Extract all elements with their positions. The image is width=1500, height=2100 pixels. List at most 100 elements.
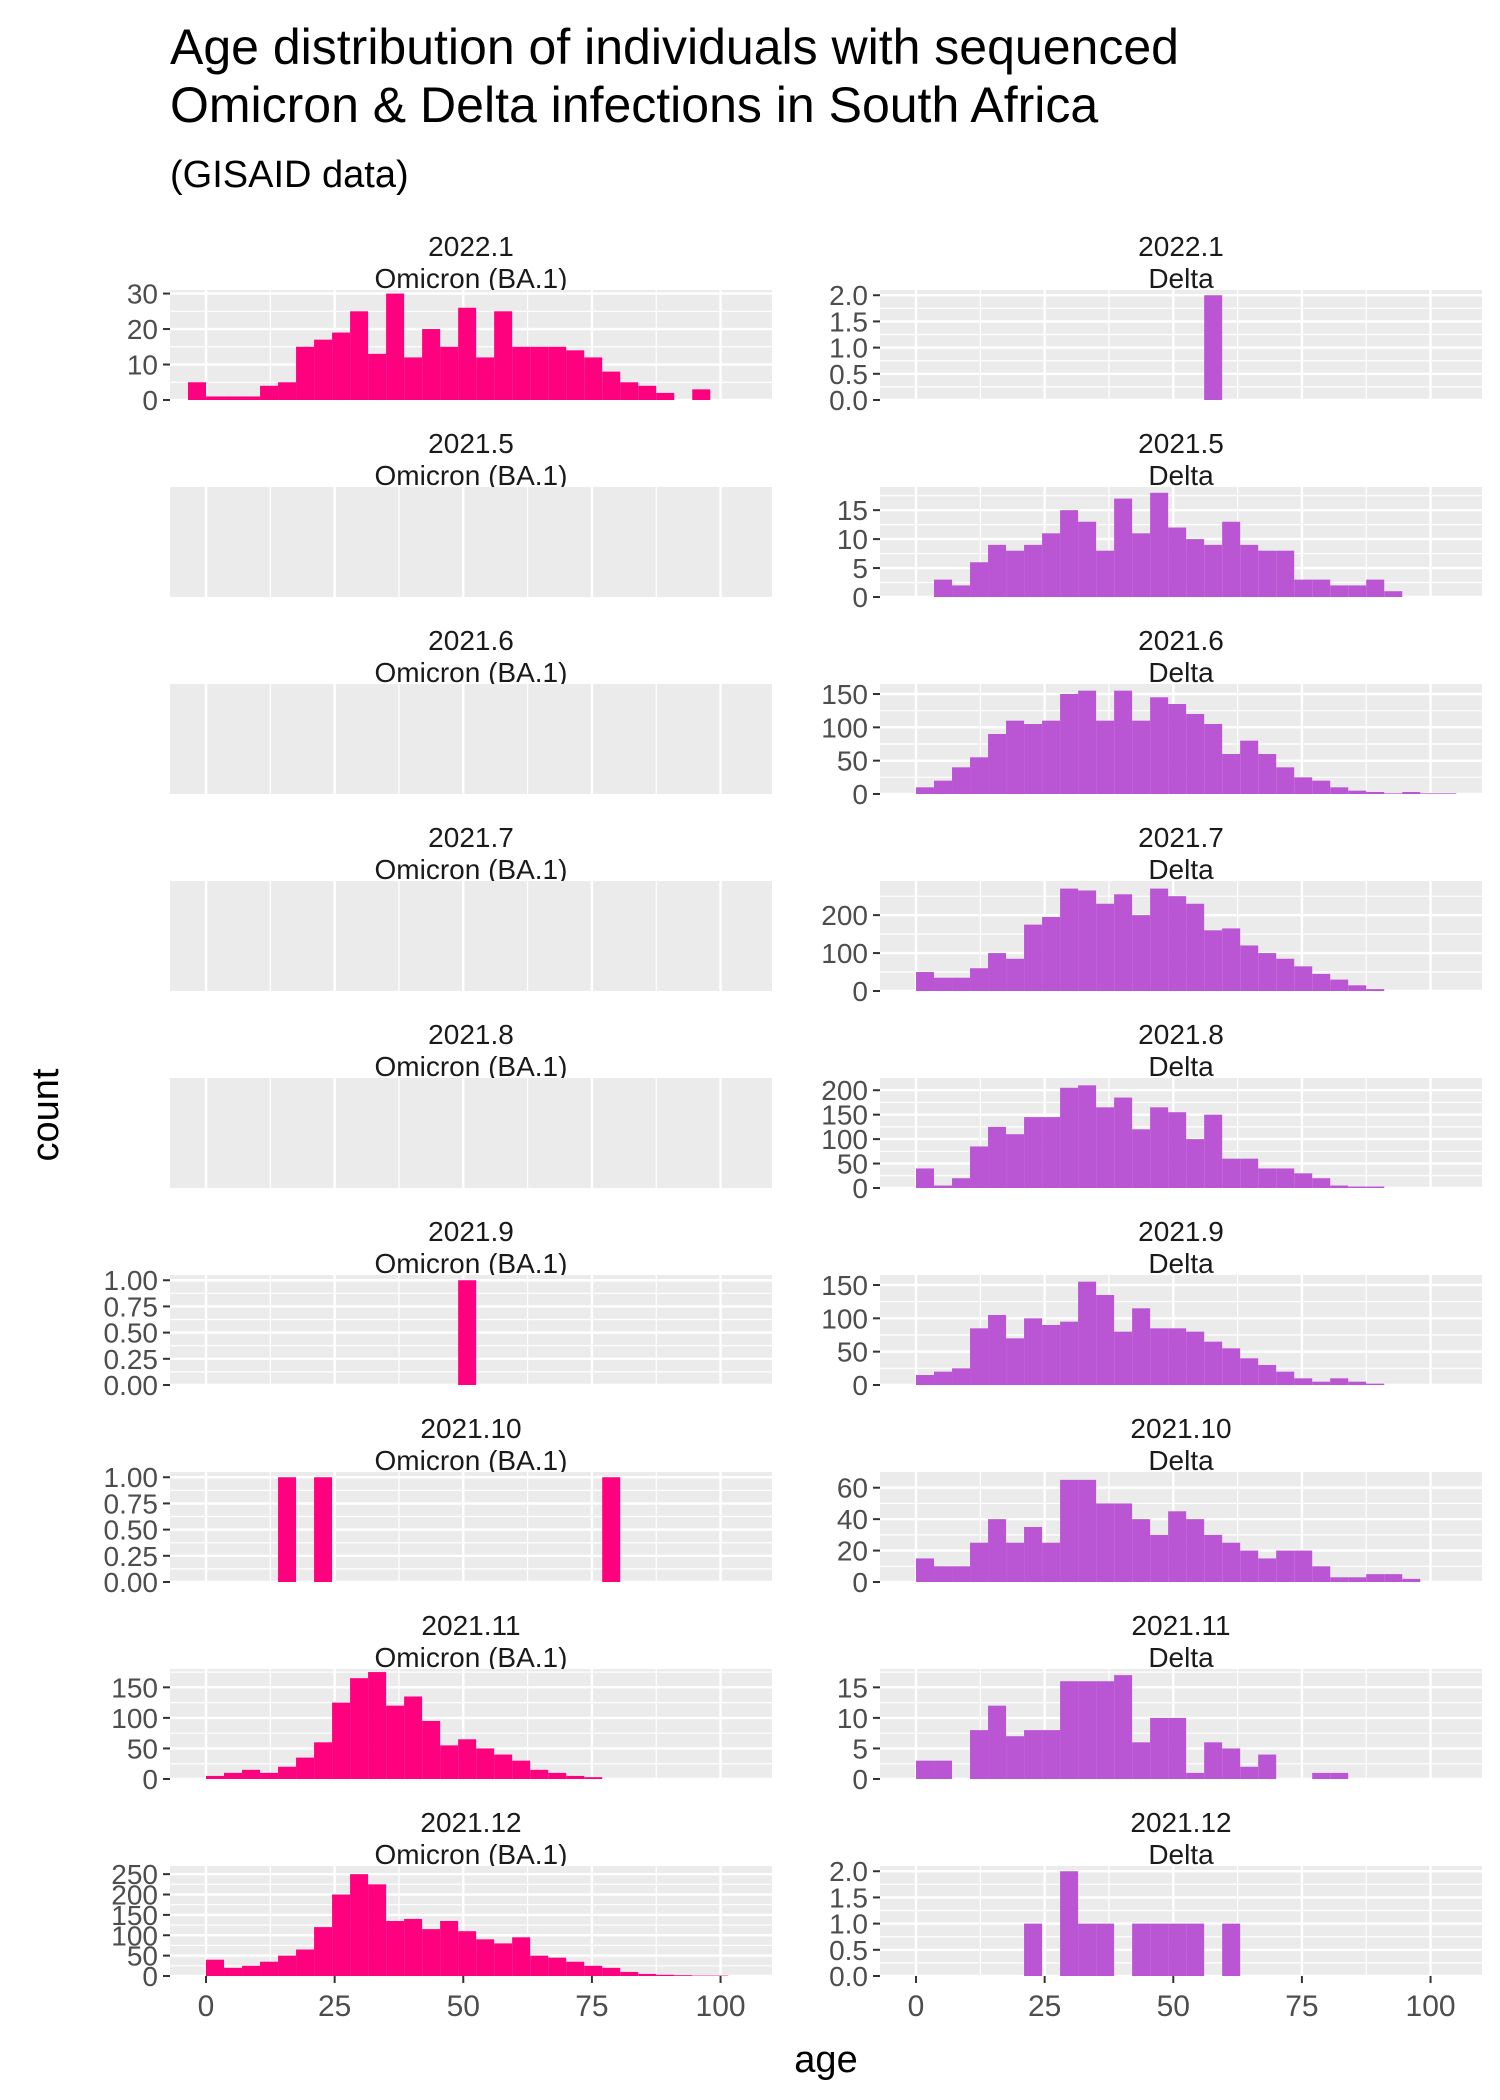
strip-variant-label: Omicron (BA.1) (375, 854, 568, 885)
histogram-bar (278, 1955, 297, 1976)
y-tick-label: 0.50 (104, 1318, 159, 1349)
histogram-bar (1168, 1328, 1187, 1385)
histogram-bar (1006, 720, 1025, 794)
strip-period-label: 2021.10 (420, 1413, 521, 1444)
histogram-bar (1042, 1117, 1061, 1188)
y-tick-label: 20 (837, 1536, 868, 1567)
y-tick-label: 100 (111, 1920, 158, 1951)
y-tick-label: 0 (142, 1764, 158, 1795)
histogram-bar (1060, 1321, 1079, 1385)
histogram-bar (1222, 1748, 1241, 1779)
histogram-bar (656, 1974, 675, 1976)
histogram-bar (1150, 1328, 1169, 1385)
histogram-bar (458, 1280, 477, 1385)
histogram-bar (1366, 1186, 1385, 1188)
strip-variant-label: Omicron (BA.1) (375, 1248, 568, 1279)
histogram-bar (404, 1918, 423, 1976)
histogram-bar (1294, 579, 1313, 597)
histogram-bar (970, 1730, 989, 1779)
histogram-bar (952, 767, 971, 794)
histogram-bar (1006, 1134, 1025, 1188)
histogram-bar (494, 1943, 513, 1976)
histogram-bar (952, 1368, 971, 1385)
histogram-bar (1132, 720, 1151, 794)
y-tick-label: 50 (127, 1733, 158, 1764)
y-tick-label: 50 (127, 1941, 158, 1972)
histogram-bar (1312, 1381, 1331, 1385)
histogram-bar (1276, 1168, 1295, 1188)
y-tick-label: 150 (111, 1672, 158, 1703)
histogram-bar (584, 357, 603, 400)
histogram-bar (1330, 787, 1349, 794)
histogram-bar (314, 1742, 333, 1779)
y-tick-label: 100 (821, 938, 868, 969)
histogram-bar (224, 396, 243, 400)
histogram-bar (1240, 945, 1259, 991)
y-tick-label: 0.00 (104, 1370, 159, 1401)
strip-period-label: 2021.10 (1130, 1413, 1231, 1444)
histogram-bar (692, 389, 711, 400)
histogram-bar (1132, 1129, 1151, 1188)
y-tick-label: 0 (852, 582, 868, 613)
histogram-bar (1150, 492, 1169, 597)
histogram-bar (1186, 1139, 1205, 1188)
histogram-bar (1132, 1308, 1151, 1385)
histogram-bar (1096, 1107, 1115, 1188)
histogram-bar (934, 1760, 953, 1779)
chart-title-line-1: Age distribution of individuals with seq… (170, 19, 1179, 75)
histogram-bar (602, 1967, 621, 1976)
histogram-bar (1366, 1383, 1385, 1385)
histogram-bar (1024, 924, 1043, 991)
histogram-bar (952, 1178, 971, 1188)
strip-variant-label: Delta (1148, 1642, 1214, 1673)
histogram-bar (934, 579, 953, 597)
histogram-bar (988, 1519, 1007, 1582)
histogram-bar (1078, 1681, 1097, 1779)
histogram-bar (368, 353, 387, 400)
strip-variant-label: Omicron (BA.1) (375, 657, 568, 688)
histogram-bar (440, 1745, 459, 1779)
histogram-bar (1024, 1527, 1043, 1582)
y-tick-label: 0.5 (829, 359, 868, 390)
y-tick-label: 0.0 (829, 1961, 868, 1992)
histogram-bar (1060, 1681, 1079, 1779)
histogram-bar (1150, 888, 1169, 991)
histogram-bar (988, 1705, 1007, 1779)
strip-variant-label: Omicron (BA.1) (375, 1445, 568, 1476)
histogram-bar (620, 382, 639, 400)
histogram-bar (934, 780, 953, 794)
histogram-bar (1348, 790, 1367, 794)
histogram-bar (1078, 1923, 1097, 1976)
histogram-bar (548, 1957, 567, 1976)
histogram-bar (476, 1748, 495, 1779)
histogram-bar (970, 562, 989, 597)
y-tick-label: 15 (837, 495, 868, 526)
histogram-bar (1114, 1675, 1133, 1779)
histogram-bar (970, 968, 989, 991)
histogram-bar (1096, 1295, 1115, 1385)
histogram-bar (988, 1126, 1007, 1188)
histogram-bar (1294, 777, 1313, 794)
histogram-bar (1060, 1087, 1079, 1188)
histogram-bar (1312, 1178, 1331, 1188)
histogram-bar (1366, 792, 1385, 794)
histogram-bar (1384, 1574, 1403, 1582)
strip-period-label: 2021.11 (1131, 1610, 1230, 1641)
y-tick-label: 0 (852, 1567, 868, 1598)
strip-variant-label: Delta (1148, 263, 1214, 294)
histogram-bar (934, 1371, 953, 1385)
histogram-bar (1258, 1168, 1277, 1188)
histogram-bar (494, 1754, 513, 1779)
histogram-bar (638, 1973, 657, 1976)
y-tick-label: 0.25 (104, 1344, 159, 1375)
histogram-bar (1204, 930, 1223, 991)
histogram-bar (224, 1772, 243, 1779)
histogram-bar (1294, 1173, 1313, 1188)
histogram-bar (314, 1927, 333, 1976)
y-tick-label: 2.0 (829, 1856, 868, 1887)
histogram-bar (970, 757, 989, 794)
histogram-bar (530, 346, 549, 400)
y-tick-label: 0.00 (104, 1567, 159, 1598)
